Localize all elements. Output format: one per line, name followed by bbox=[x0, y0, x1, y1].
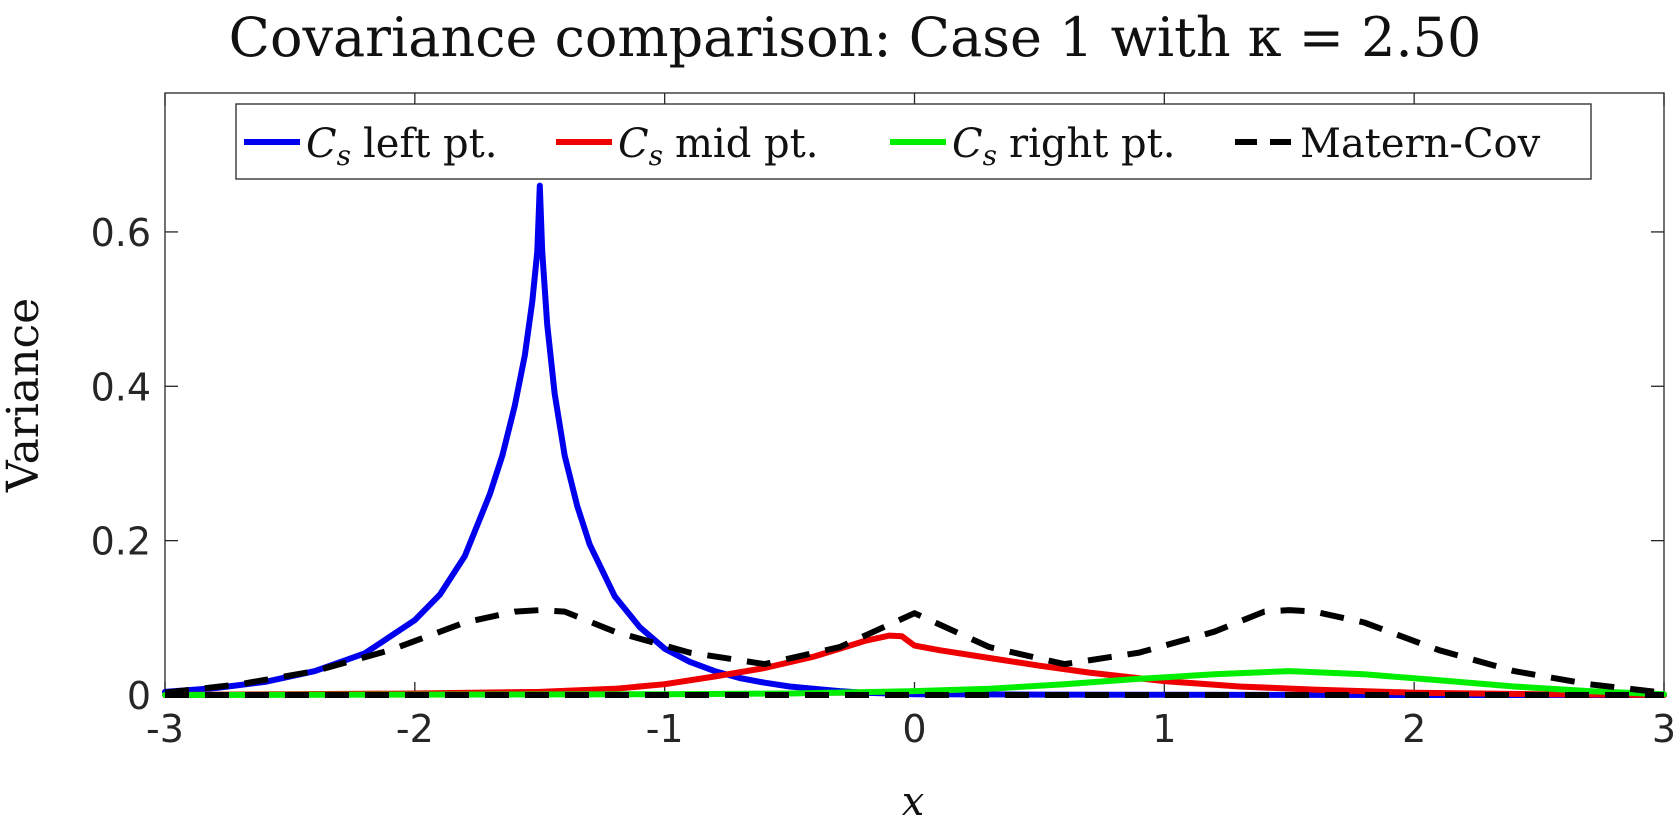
x-axis-label: x bbox=[902, 779, 925, 824]
x-tick-label: 2 bbox=[1402, 707, 1426, 751]
axis-ticks: -3 -2 -1 0 1 2 3 0 0.2 0.4 0.6 bbox=[91, 93, 1676, 751]
legend-text-left: left pt. bbox=[363, 121, 497, 167]
legend: Cs left pt. Cs mid pt. Cs right pt. Matern-… bbox=[235, 103, 1592, 180]
legend-subscript-right: s bbox=[983, 139, 997, 172]
series-layer bbox=[162, 182, 1667, 698]
y-tick-label: 0.6 bbox=[91, 211, 151, 255]
legend-subscript-left: s bbox=[337, 139, 351, 172]
y-tick-label: 0.2 bbox=[91, 520, 151, 564]
legend-item-left: Cs left pt. bbox=[306, 121, 497, 172]
legend-text-right: right pt. bbox=[1009, 121, 1175, 167]
legend-symbol-right: C bbox=[952, 121, 983, 167]
legend-subscript-mid: s bbox=[649, 139, 663, 172]
x-tick-label: -2 bbox=[396, 707, 434, 751]
legend-symbol-mid: C bbox=[618, 121, 649, 167]
y-tick-label: 0.4 bbox=[91, 365, 151, 409]
chart-title: Covariance comparison: Case 1 with κ = 2… bbox=[229, 6, 1482, 69]
series-line-1 bbox=[162, 632, 1667, 698]
legend-symbol-left: C bbox=[306, 121, 337, 167]
x-tick-label: 3 bbox=[1652, 707, 1676, 751]
x-tick-label: 0 bbox=[902, 707, 926, 751]
y-axis-label: Variance bbox=[0, 298, 49, 493]
y-tick-label: 0 bbox=[127, 674, 151, 718]
x-tick-label: 1 bbox=[1152, 707, 1176, 751]
series-line-3 bbox=[164, 607, 1665, 696]
x-tick-label: -3 bbox=[146, 707, 184, 751]
legend-text-mid: mid pt. bbox=[675, 121, 818, 167]
x-tick-label: -1 bbox=[646, 707, 684, 751]
legend-text-matern: Matern-Cov bbox=[1300, 121, 1541, 167]
plot-area bbox=[164, 92, 1665, 696]
legend-item-mid: Cs mid pt. bbox=[618, 121, 818, 172]
legend-item-right: Cs right pt. bbox=[952, 121, 1175, 172]
